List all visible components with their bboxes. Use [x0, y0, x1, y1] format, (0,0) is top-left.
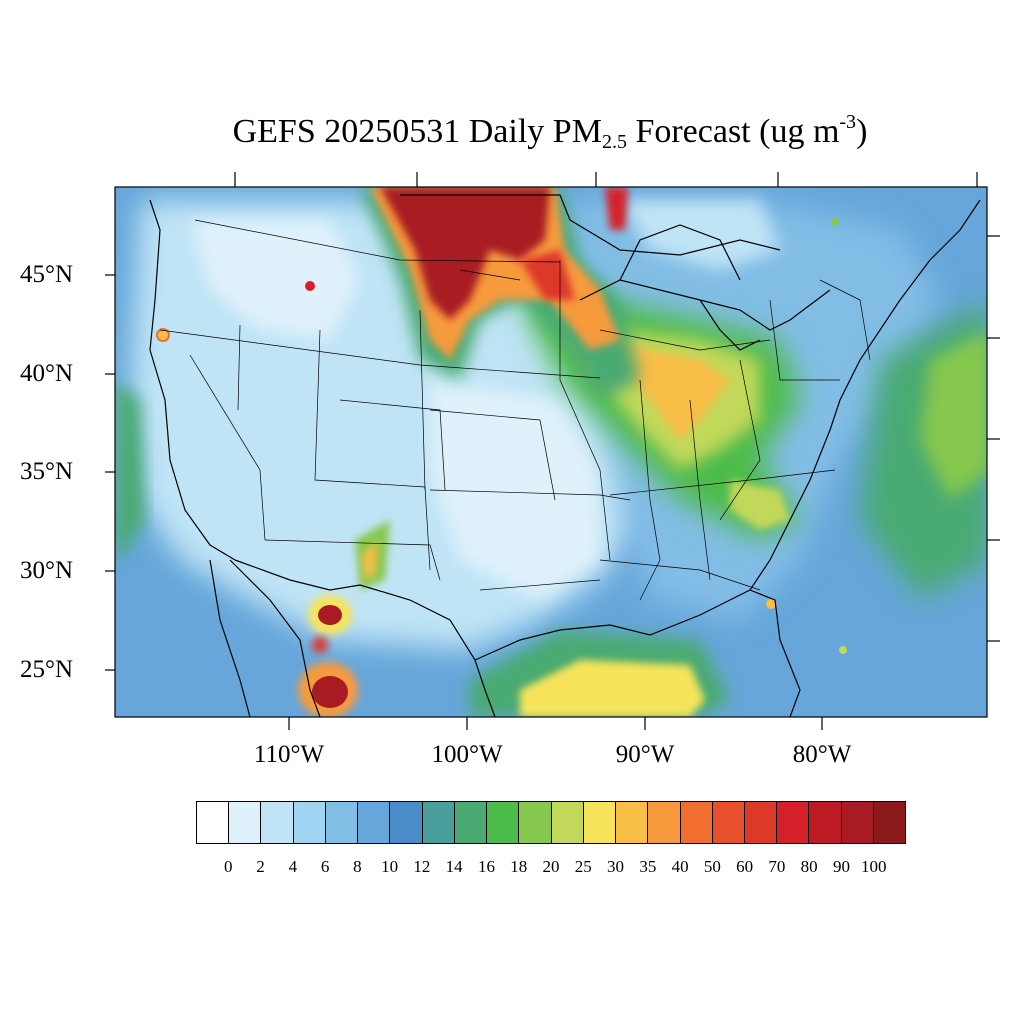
colorbar-tick-label: 10	[381, 857, 399, 876]
coastlines	[149, 194, 981, 717]
colorbar-swatch	[454, 802, 488, 843]
colorbar-swatch	[293, 802, 326, 843]
title-superscript: -3	[839, 111, 857, 133]
colorbar-swatch	[261, 802, 294, 843]
colorbar-swatch	[551, 802, 584, 843]
bahamas-hotspot	[839, 646, 847, 654]
colorbar-tick-label: 50	[703, 857, 721, 876]
mexico-hotspot-1	[318, 605, 342, 625]
colorbar-tick-label: 14	[445, 857, 463, 876]
state-borders	[159, 219, 871, 601]
colorbar-swatch	[777, 802, 810, 843]
colorbar-swatch	[583, 802, 617, 843]
colorbar-swatch	[712, 802, 745, 843]
land-plains-lightest	[430, 380, 600, 600]
lat-label-35: 35°N	[20, 458, 74, 485]
colorbar-swatch	[197, 802, 230, 843]
florida-hotspot	[766, 599, 776, 609]
colorbar-swatch	[616, 802, 649, 843]
colorbar-tick-label: 40	[671, 857, 689, 876]
lat-label-40: 40°N	[20, 360, 74, 387]
colorbar-tick-label: 8	[353, 857, 362, 876]
gulf-plume-core	[520, 660, 705, 717]
colorbar-tick-label: 16	[477, 857, 495, 876]
colorbar-tick-label: 25	[574, 857, 592, 876]
lat-label-45: 45°N	[20, 261, 74, 288]
lon-label-100w: 100°W	[431, 741, 503, 768]
colorbar-labels: 0 2 4 6 8 10 12 14 16 18 20 25 30 35 40 50 60 70 80 90 100	[196, 857, 906, 877]
colorbar-tick-label: 70	[768, 857, 786, 876]
montana-hotspot	[305, 281, 315, 291]
atlantic-plume-core	[920, 331, 987, 500]
colorbar-tick-label: 100	[860, 857, 887, 876]
colorbar-tick-label: 4	[288, 857, 298, 876]
mexico-hotspot-3	[312, 676, 348, 708]
colorbar-swatch	[680, 802, 713, 843]
colorbar-swatch	[873, 802, 906, 843]
colorbar-tick-label: 20	[542, 857, 560, 876]
colorbar-swatch	[422, 802, 455, 843]
west-coast-plume	[115, 380, 145, 560]
oregon-hotspot	[156, 328, 170, 342]
colorbar-tick-label: 18	[510, 857, 528, 876]
title-suffix: )	[856, 113, 868, 150]
map-title: GEFS 20250531 Daily PM2.5 Forecast (ug m…	[0, 112, 1024, 152]
land-northwest	[190, 220, 360, 340]
north-plume-spot	[605, 187, 628, 230]
colorbar-swatch	[390, 802, 423, 843]
mexico-hotspot-2	[312, 637, 328, 653]
colorbar-swatch	[809, 802, 842, 843]
colorbar	[196, 801, 906, 844]
map-frame	[114, 186, 988, 718]
title-middle: Forecast (ug m	[626, 113, 840, 150]
colorbar-tick-label: 2	[256, 857, 265, 876]
lon-label-90w: 90°W	[615, 741, 675, 768]
colorbar-tick-label: 0	[224, 857, 233, 876]
lat-label-25: 25°N	[20, 656, 74, 683]
tick-marks	[105, 172, 1000, 730]
lon-label-110w: 110°W	[253, 741, 325, 768]
colorbar-swatch	[744, 802, 778, 843]
colorbar-tick-label: 80	[800, 857, 818, 876]
land-northeast-light	[620, 200, 780, 270]
quebec-hotspot	[831, 218, 839, 226]
colorbar-swatch	[325, 802, 359, 843]
colorbar-swatch	[229, 802, 262, 843]
title-prefix: GEFS 20250531 Daily PM	[232, 113, 602, 150]
minnesota-plume	[520, 250, 575, 300]
colorbar-swatch	[519, 802, 552, 843]
colorbar-swatch	[358, 802, 391, 843]
colorbar-swatch	[648, 802, 681, 843]
title-subscript: 2.5	[601, 131, 627, 153]
colorbar-tick-label: 12	[413, 857, 431, 876]
colorbar-swatch	[841, 802, 874, 843]
colorbar-tick-label: 90	[832, 857, 850, 876]
colorbar-tick-label: 30	[607, 857, 625, 876]
colorbar-tick-label: 6	[320, 857, 330, 876]
colorbar-tick-label: 35	[639, 857, 657, 876]
colorbar-tick-label: 60	[736, 857, 754, 876]
lon-label-80w: 80°W	[792, 741, 852, 768]
colorbar-swatch	[487, 802, 520, 843]
carolina-plume	[730, 480, 790, 530]
new-mexico-plume-core	[362, 540, 378, 580]
lat-label-30: 30°N	[20, 557, 74, 584]
canadian-plume-core	[380, 187, 550, 320]
